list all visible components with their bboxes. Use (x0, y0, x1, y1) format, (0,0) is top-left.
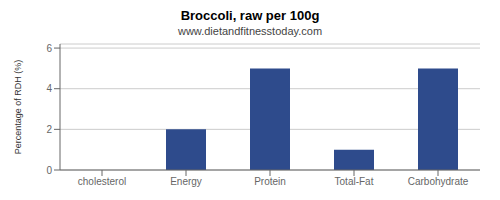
html-text:Broccoli, raw per 100g: Broccoli, raw per 100g (180, 8, 320, 23)
svg-text:cholesterol: cholesterol (78, 176, 126, 187)
svg-text:Total-Fat: Total-Fat (335, 176, 374, 187)
svg-text:4: 4 (46, 83, 52, 94)
svg-text:2: 2 (46, 124, 52, 135)
svg-text:0: 0 (46, 165, 52, 176)
svg-text:Percentage of RDH (%): Percentage of RDH (%) (13, 60, 23, 155)
svg-text:6: 6 (46, 43, 52, 54)
svg-text:Carbohydrate: Carbohydrate (408, 176, 469, 187)
svg-text:Protein: Protein (254, 176, 286, 187)
svg-text:Energy: Energy (170, 176, 202, 187)
html-text:www.dietandfitnesstoday.com: www.dietandfitnesstoday.com (178, 25, 322, 37)
